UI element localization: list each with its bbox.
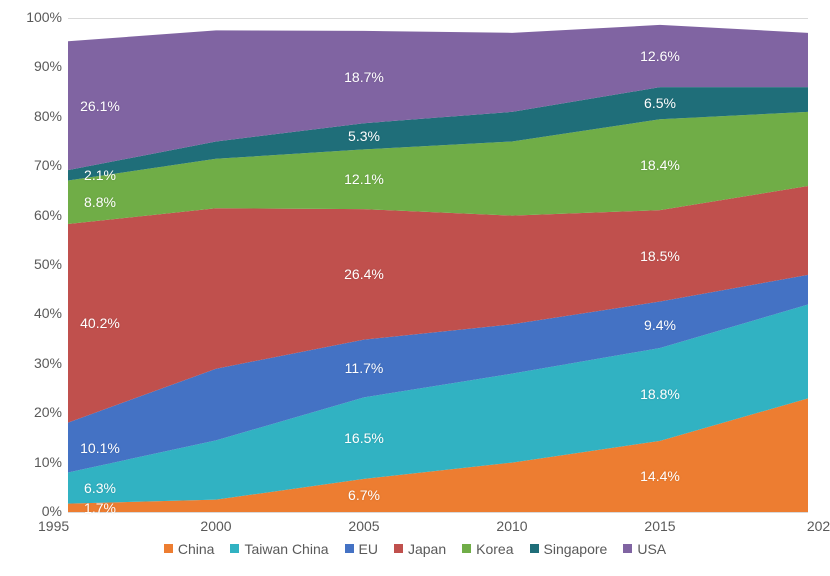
data-label-korea: 12.1% [344,171,384,187]
y-axis-tick-label: 50% [12,256,62,272]
y-axis-tick-label: 60% [12,207,62,223]
data-label-singapore: 2.1% [84,167,116,183]
x-axis-tick-label: 2010 [482,518,542,534]
x-axis-tick-label: 2000 [186,518,246,534]
plot-area: 1.7%6.3%10.1%40.2%8.8%2.1%26.1%6.7%16.5%… [68,18,808,512]
legend-label: China [178,541,215,557]
legend-item-japan: Japan [394,541,446,557]
x-axis-tick-label: 2005 [334,518,394,534]
legend-item-taiwan: Taiwan China [230,541,328,557]
legend-item-singapore: Singapore [530,541,608,557]
x-axis-tick-label: 2020 [778,518,830,534]
legend-swatch [164,544,173,553]
stacked-area-chart: 1.7% 6.3% 10.1% 40.2% 8.8% 2.1% 26.1% 6.7% 16.5%… [12,12,818,564]
data-label-china: 1.7% [84,500,116,516]
legend-swatch [462,544,471,553]
legend-item-eu: EU [345,541,378,557]
legend-swatch [394,544,403,553]
legend-swatch [345,544,354,553]
y-axis-tick-label: 40% [12,305,62,321]
data-label-japan: 26.4% [344,266,384,282]
y-axis-tick-label: 10% [12,454,62,470]
y-axis-tick-label: 30% [12,355,62,371]
y-axis-tick-label: 20% [12,404,62,420]
legend-label: Korea [476,541,513,557]
data-label-korea: 18.4% [640,157,680,173]
data-label-usa: 26.1% [80,98,120,114]
y-axis-tick-label: 100% [12,9,62,25]
legend-swatch [230,544,239,553]
legend-item-china: China [164,541,215,557]
data-label-taiwan: 18.8% [640,386,680,402]
x-axis-tick-label: 2015 [630,518,690,534]
y-axis-tick-label: 80% [12,108,62,124]
data-label-usa: 12.6% [640,48,680,64]
legend-label: Taiwan China [244,541,328,557]
legend-swatch [530,544,539,553]
gridline [68,512,808,513]
data-label-eu: 11.7% [345,360,384,376]
legend-label: Japan [408,541,446,557]
data-label-china: 6.7% [348,487,380,503]
data-label-china: 14.4% [640,468,680,484]
data-label-eu: 9.4% [644,317,676,333]
y-axis-tick-label: 0% [12,503,62,519]
data-label-taiwan: 6.3% [84,480,116,496]
data-label-eu: 10.1% [80,440,120,456]
y-axis-tick-label: 70% [12,157,62,173]
data-label-usa: 18.7% [344,69,384,85]
legend-item-korea: Korea [462,541,513,557]
data-label-singapore: 6.5% [644,95,676,111]
legend-label: EU [359,541,378,557]
data-label-japan: 18.5% [640,248,680,264]
y-axis-tick-label: 90% [12,58,62,74]
data-label-korea: 8.8% [84,194,116,210]
legend-item-usa: USA [623,541,666,557]
area-layers [68,18,808,512]
legend: China Taiwan China EU Japan Korea Singapore US… [12,540,818,557]
x-axis-tick-label: 1995 [38,518,98,534]
data-label-singapore: 5.3% [348,128,380,144]
data-label-japan: 40.2% [80,315,120,331]
legend-swatch [623,544,632,553]
data-label-taiwan: 16.5% [344,430,384,446]
legend-label: USA [637,541,666,557]
legend-label: Singapore [544,541,608,557]
